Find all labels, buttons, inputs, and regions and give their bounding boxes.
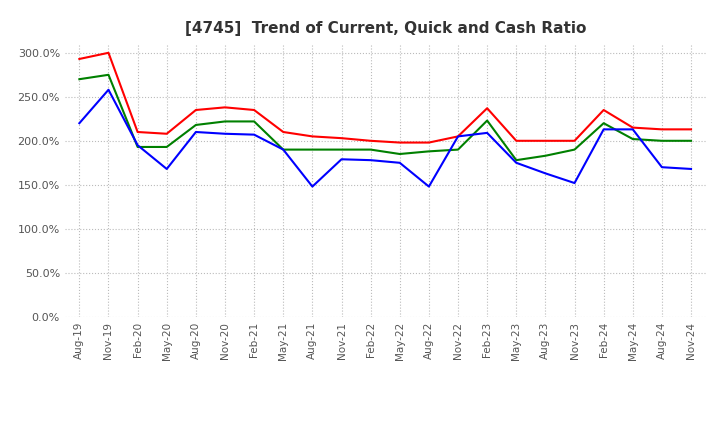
Current Ratio: [657, 127, 666, 132]
Cash Ratio: [220, 131, 229, 136]
Line: Cash Ratio: Cash Ratio: [79, 90, 691, 187]
Cash Ratio: [687, 166, 696, 172]
Cash Ratio: [337, 157, 346, 162]
Current Ratio: [192, 107, 200, 113]
Quick Ratio: [250, 119, 258, 124]
Quick Ratio: [279, 147, 287, 152]
Cash Ratio: [104, 87, 113, 92]
Quick Ratio: [308, 147, 317, 152]
Current Ratio: [163, 131, 171, 136]
Current Ratio: [425, 140, 433, 145]
Quick Ratio: [133, 144, 142, 150]
Cash Ratio: [425, 184, 433, 189]
Quick Ratio: [366, 147, 375, 152]
Line: Current Ratio: Current Ratio: [79, 53, 691, 143]
Cash Ratio: [366, 158, 375, 163]
Cash Ratio: [133, 143, 142, 148]
Cash Ratio: [541, 171, 550, 176]
Quick Ratio: [192, 122, 200, 128]
Current Ratio: [454, 134, 462, 139]
Current Ratio: [104, 50, 113, 55]
Cash Ratio: [75, 121, 84, 126]
Quick Ratio: [395, 151, 404, 157]
Quick Ratio: [657, 138, 666, 143]
Current Ratio: [629, 125, 637, 130]
Cash Ratio: [570, 180, 579, 186]
Current Ratio: [220, 105, 229, 110]
Cash Ratio: [308, 184, 317, 189]
Quick Ratio: [570, 147, 579, 152]
Cash Ratio: [192, 129, 200, 135]
Cash Ratio: [629, 127, 637, 132]
Quick Ratio: [75, 77, 84, 82]
Quick Ratio: [687, 138, 696, 143]
Current Ratio: [687, 127, 696, 132]
Current Ratio: [308, 134, 317, 139]
Title: [4745]  Trend of Current, Quick and Cash Ratio: [4745] Trend of Current, Quick and Cash …: [184, 21, 586, 36]
Current Ratio: [599, 107, 608, 113]
Quick Ratio: [425, 149, 433, 154]
Quick Ratio: [337, 147, 346, 152]
Current Ratio: [541, 138, 550, 143]
Cash Ratio: [250, 132, 258, 137]
Quick Ratio: [629, 136, 637, 142]
Current Ratio: [512, 138, 521, 143]
Current Ratio: [75, 56, 84, 62]
Current Ratio: [279, 129, 287, 135]
Quick Ratio: [512, 158, 521, 163]
Quick Ratio: [163, 144, 171, 150]
Quick Ratio: [599, 121, 608, 126]
Current Ratio: [395, 140, 404, 145]
Line: Quick Ratio: Quick Ratio: [79, 75, 691, 160]
Quick Ratio: [454, 147, 462, 152]
Quick Ratio: [104, 72, 113, 77]
Current Ratio: [366, 138, 375, 143]
Current Ratio: [483, 106, 492, 111]
Cash Ratio: [483, 130, 492, 136]
Cash Ratio: [279, 147, 287, 152]
Current Ratio: [250, 107, 258, 113]
Quick Ratio: [483, 118, 492, 123]
Cash Ratio: [454, 134, 462, 139]
Current Ratio: [570, 138, 579, 143]
Current Ratio: [133, 129, 142, 135]
Cash Ratio: [395, 160, 404, 165]
Cash Ratio: [657, 165, 666, 170]
Quick Ratio: [541, 153, 550, 158]
Cash Ratio: [599, 127, 608, 132]
Quick Ratio: [220, 119, 229, 124]
Cash Ratio: [163, 166, 171, 172]
Current Ratio: [337, 136, 346, 141]
Cash Ratio: [512, 160, 521, 165]
